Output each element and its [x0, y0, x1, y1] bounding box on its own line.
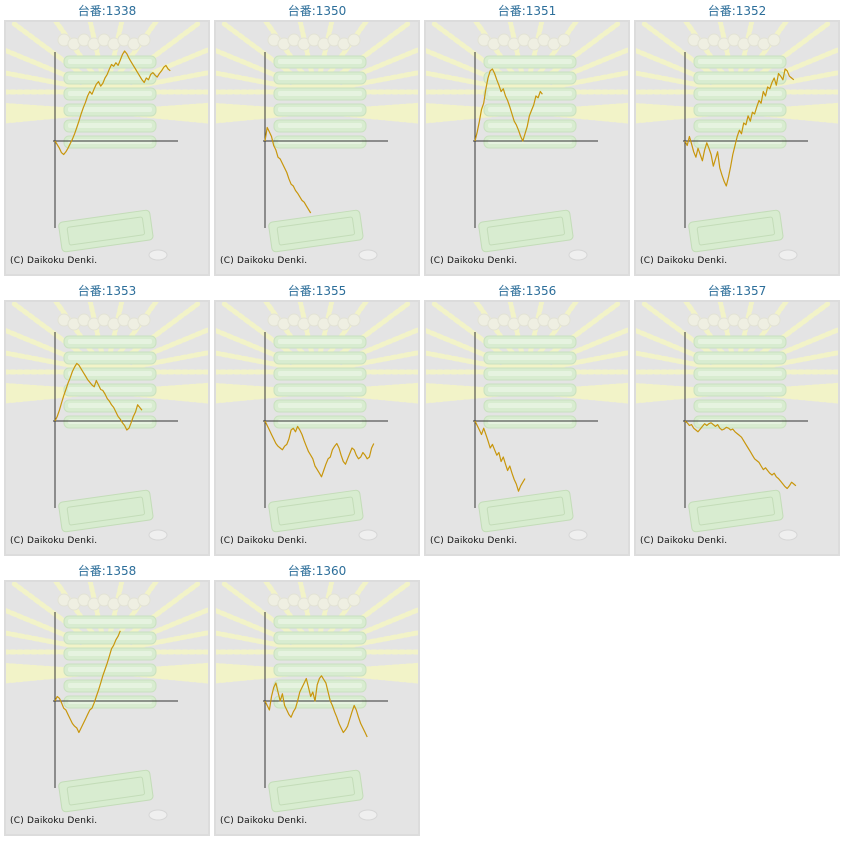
chart-card: (C) Daikoku Denki.: [424, 300, 630, 556]
background-art: [636, 302, 838, 541]
background-art: [6, 22, 208, 261]
chart-panel: 台番:1358 (C) Daikoku Denki.: [4, 560, 210, 836]
background-art: [426, 302, 628, 541]
chart-title[interactable]: 台番:1357: [707, 284, 767, 298]
chart-panel: 台番:1338 (C) Daikoku Denki.: [4, 0, 210, 276]
copyright-text: (C) Daikoku Denki.: [640, 536, 728, 546]
chart-title[interactable]: 台番:1356: [497, 284, 557, 298]
chart-panel: 台番:1353 (C) Daikoku Denki.: [4, 280, 210, 556]
data-line: [54, 50, 171, 156]
chart-title[interactable]: 台番:1338: [77, 4, 137, 18]
chart-panel: 台番:1352 (C) Daikoku Denki.: [634, 0, 840, 276]
chart-panel: 台番:1360 (C) Daikoku Denki.: [214, 560, 420, 836]
data-line: [684, 68, 795, 187]
chart-panel: 台番:1350 (C) Daikoku Denki.: [214, 0, 420, 276]
copyright-text: (C) Daikoku Denki.: [10, 536, 98, 546]
chart-title[interactable]: 台番:1358: [77, 564, 137, 578]
data-line: [54, 630, 121, 734]
copyright-text: (C) Daikoku Denki.: [430, 536, 518, 546]
background-art: [636, 22, 838, 261]
chart-svg: [426, 22, 628, 261]
chart-title[interactable]: 台番:1355: [287, 284, 347, 298]
chart-svg: [6, 22, 208, 261]
chart-title[interactable]: 台番:1353: [77, 284, 137, 298]
chart-card: (C) Daikoku Denki.: [4, 20, 210, 276]
chart-card: (C) Daikoku Denki.: [214, 300, 420, 556]
copyright-text: (C) Daikoku Denki.: [430, 256, 518, 266]
data-line: [264, 675, 368, 738]
chart-title[interactable]: 台番:1351: [497, 4, 557, 18]
chart-title[interactable]: 台番:1350: [287, 4, 347, 18]
chart-svg: [216, 22, 418, 261]
chart-card: (C) Daikoku Denki.: [4, 580, 210, 836]
chart-panel: 台番:1351 (C) Daikoku Denki.: [424, 0, 630, 276]
chart-svg: [6, 302, 208, 541]
chart-svg: [6, 582, 208, 821]
data-line: [264, 126, 312, 214]
data-line: [684, 420, 797, 490]
copyright-text: (C) Daikoku Denki.: [220, 536, 308, 546]
copyright-text: (C) Daikoku Denki.: [10, 816, 98, 826]
data-line: [54, 362, 143, 431]
background-art: [216, 22, 418, 261]
copyright-text: (C) Daikoku Denki.: [220, 816, 308, 826]
chart-card: (C) Daikoku Denki.: [634, 300, 840, 556]
chart-card: (C) Daikoku Denki.: [214, 580, 420, 836]
data-line: [474, 420, 526, 492]
data-line: [264, 420, 375, 478]
chart-svg: [426, 302, 628, 541]
copyright-text: (C) Daikoku Denki.: [640, 256, 728, 266]
chart-title[interactable]: 台番:1352: [707, 4, 767, 18]
background-art: [426, 22, 628, 261]
chart-title[interactable]: 台番:1360: [287, 564, 347, 578]
chart-panel: 台番:1355 (C) Daikoku Denki.: [214, 280, 420, 556]
background-art: [6, 582, 208, 821]
chart-card: (C) Daikoku Denki.: [424, 20, 630, 276]
data-line: [474, 68, 543, 142]
chart-panel: 台番:1357 (C) Daikoku Denki.: [634, 280, 840, 556]
chart-card: (C) Daikoku Denki.: [4, 300, 210, 556]
chart-card: (C) Daikoku Denki.: [634, 20, 840, 276]
copyright-text: (C) Daikoku Denki.: [220, 256, 308, 266]
chart-svg: [216, 302, 418, 541]
background-art: [216, 302, 418, 541]
chart-svg: [216, 582, 418, 821]
chart-card: (C) Daikoku Denki.: [214, 20, 420, 276]
chart-svg: [636, 22, 838, 261]
background-art: [6, 302, 208, 541]
background-art: [216, 582, 418, 821]
copyright-text: (C) Daikoku Denki.: [10, 256, 98, 266]
chart-panel: 台番:1356 (C) Daikoku Denki.: [424, 280, 630, 556]
chart-svg: [636, 302, 838, 541]
